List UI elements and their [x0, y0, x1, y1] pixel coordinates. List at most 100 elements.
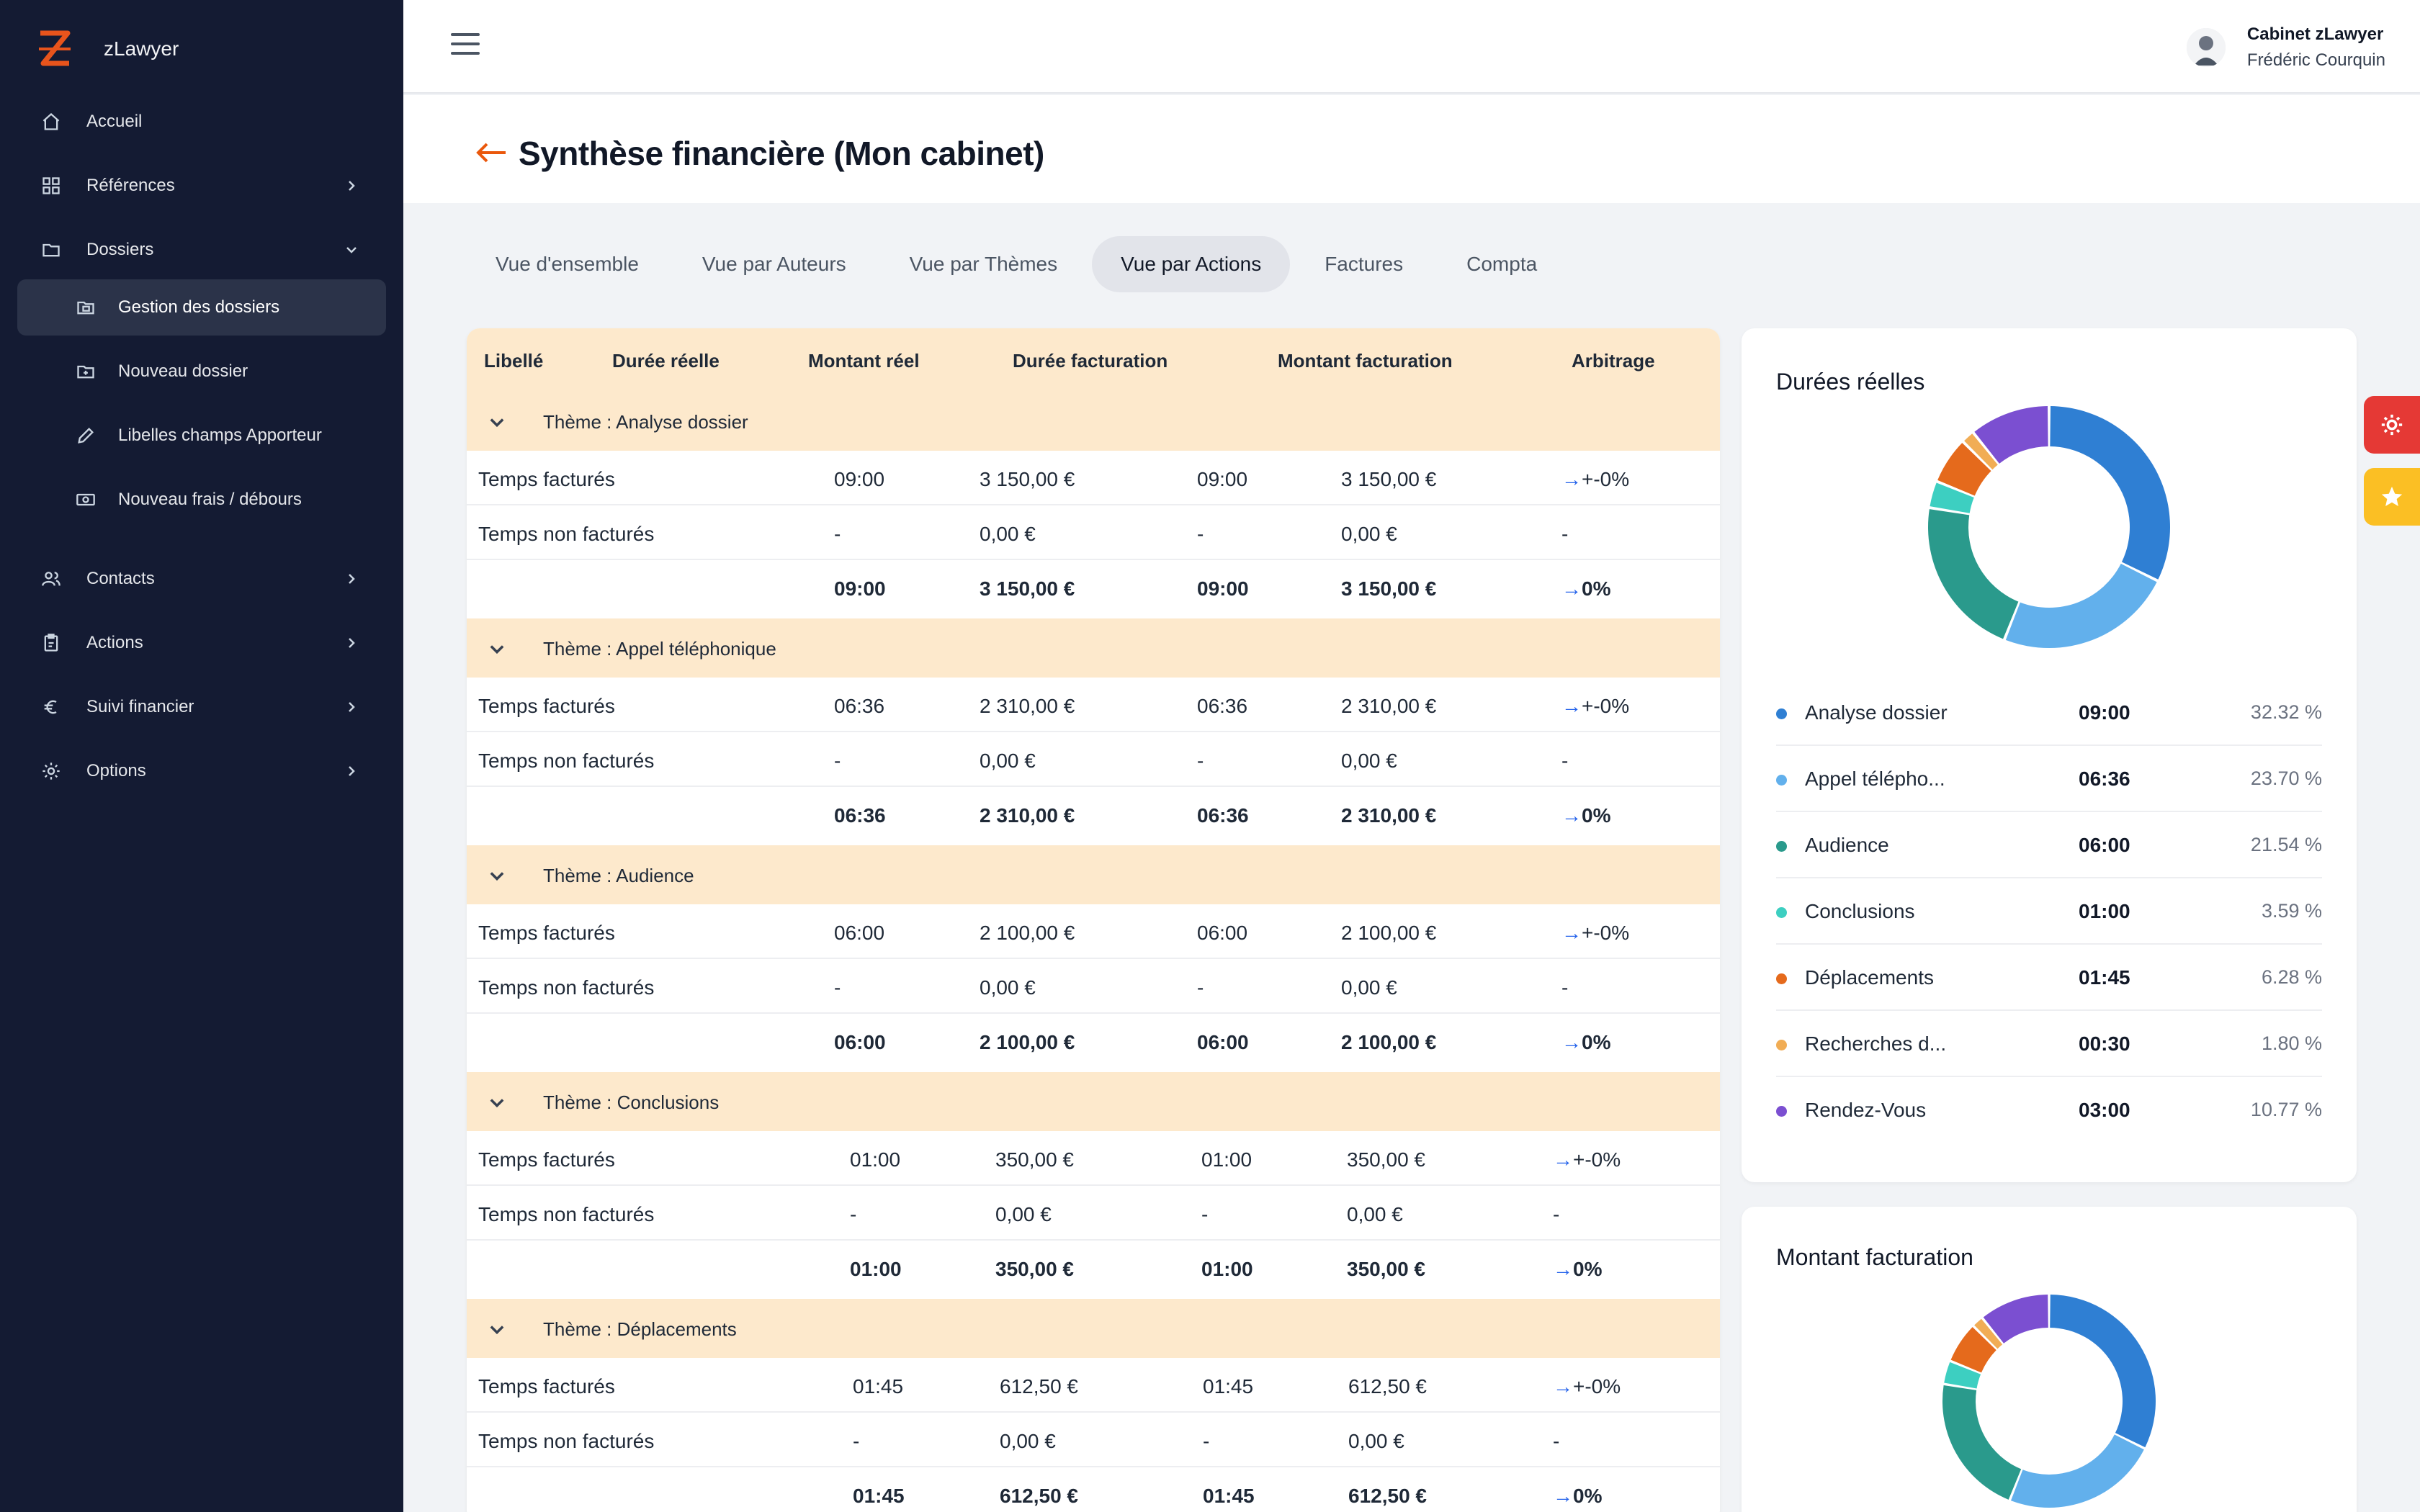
legend-duration: 01:45	[2079, 966, 2130, 989]
theme-title: Thème : Audience	[543, 865, 694, 886]
legend-row[interactable]: Conclusions 01:00 3.59 %	[1776, 878, 2322, 945]
sidebar-item-actions[interactable]: Actions	[17, 615, 386, 671]
donut-slice[interactable]	[1964, 433, 1998, 470]
table-cell: Temps facturés	[478, 468, 615, 490]
table-cell: -	[834, 750, 841, 772]
donut-slice[interactable]	[1950, 1327, 1996, 1373]
legend-row[interactable]: Appel télépho... 06:36 23.70 %	[1776, 746, 2322, 812]
menu-toggle-icon[interactable]	[451, 33, 480, 58]
table-cell: 01:00	[1201, 1148, 1252, 1171]
sidebar-item-references[interactable]: Références	[17, 158, 386, 214]
sidebar-item-contacts[interactable]: Contacts	[17, 551, 386, 607]
tab-5[interactable]: Compta	[1466, 253, 1538, 275]
legend-label: Audience	[1805, 834, 1889, 856]
total-cell: →0%	[1561, 804, 1611, 827]
column-header[interactable]: Durée facturation	[1013, 350, 1168, 372]
sidebar-item-label: Suivi financier	[86, 697, 194, 716]
donut-slice[interactable]	[1937, 443, 1991, 496]
column-header[interactable]: Montant réel	[808, 350, 920, 372]
legend-row[interactable]: Analyse dossier 09:00 32.32 %	[1776, 680, 2322, 746]
sidebar-item-gestion-des-dossiers[interactable]: Gestion des dossiers	[17, 279, 386, 336]
table-cell: -	[1197, 750, 1204, 772]
legend-dot	[1776, 708, 1787, 719]
star-icon	[2381, 486, 2403, 507]
legend-percentage: 3.59 %	[2261, 900, 2322, 922]
donut-slice[interactable]	[1983, 1295, 2048, 1344]
sidebar-item-options[interactable]: Options	[17, 743, 386, 799]
theme-group-header[interactable]: Thème : Déplacements	[467, 1299, 1720, 1358]
total-cell: 01:45	[1203, 1485, 1255, 1507]
legend-row[interactable]: Rendez-Vous 03:00 10.77 %	[1776, 1077, 2322, 1143]
table-cell: Temps non facturés	[478, 523, 655, 545]
donut-slice[interactable]	[1974, 406, 2048, 464]
legend-row[interactable]: Déplacements 01:45 6.28 %	[1776, 945, 2322, 1011]
durees-reelles-card: Durées réelles Analyse dossier 09:00 32.32…	[1742, 328, 2357, 1182]
theme-group-header[interactable]: Thème : Appel téléphonique	[467, 618, 1720, 678]
chevron-down-icon	[487, 412, 507, 432]
total-cell: →0%	[1553, 1258, 1603, 1280]
chevron-down-icon	[343, 241, 360, 258]
sidebar-item-dossiers[interactable]: Dossiers	[17, 222, 386, 278]
table-cell: -	[853, 1430, 860, 1452]
brand[interactable]: zLawyer	[36, 27, 179, 71]
tab-0[interactable]: Vue d'ensemble	[496, 253, 639, 275]
table-cell: →+-0%	[1561, 695, 1630, 717]
column-header[interactable]: Arbitrage	[1572, 350, 1655, 372]
column-header[interactable]: Libellé	[484, 350, 544, 372]
table-cell: -	[1197, 523, 1204, 545]
tab-3[interactable]: Vue par Actions	[1092, 236, 1291, 292]
sidebar-item-label: Options	[86, 761, 146, 780]
table-cell: 3 150,00 €	[980, 468, 1075, 490]
theme-group-header[interactable]: Thème : Audience	[467, 845, 1720, 904]
theme-group-header[interactable]: Thème : Analyse dossier	[467, 392, 1720, 451]
theme-group-header[interactable]: Thème : Conclusions	[467, 1072, 1720, 1131]
legend-percentage: 10.77 %	[2250, 1099, 2322, 1120]
table-cell: 0,00 €	[1000, 1430, 1056, 1452]
sidebar-item-nouveau-frais-debours[interactable]: Nouveau frais / débours	[17, 472, 386, 528]
legend-row[interactable]: Audience 06:00 21.54 %	[1776, 812, 2322, 878]
donut-slice[interactable]	[1944, 1362, 1981, 1389]
theme-title: Thème : Déplacements	[543, 1318, 737, 1340]
table-cell: 612,50 €	[1348, 1375, 1427, 1398]
folder-open-icon	[75, 297, 97, 318]
favorite-float-button[interactable]	[2364, 468, 2420, 526]
tab-1[interactable]: Vue par Auteurs	[702, 253, 846, 275]
tab-2[interactable]: Vue par Thèmes	[909, 253, 1058, 275]
table-cell: 0,00 €	[1348, 1430, 1404, 1452]
table-cell: Temps facturés	[478, 1148, 615, 1171]
donut-slice[interactable]	[1974, 1318, 2003, 1349]
table-cell: 09:00	[1197, 468, 1248, 490]
donut-slice[interactable]	[1930, 482, 1974, 513]
sidebar-item-label: Gestion des dossiers	[118, 297, 280, 317]
user-menu[interactable]: Cabinet zLawyer Frédéric Courquin	[2186, 22, 2385, 73]
sidebar-item-label: Références	[86, 176, 175, 195]
column-header[interactable]: Durée réelle	[612, 350, 720, 372]
legend-row[interactable]: Recherches d... 00:30 1.80 %	[1776, 1011, 2322, 1077]
tab-4[interactable]: Factures	[1325, 253, 1404, 275]
home-icon	[40, 111, 62, 132]
table-cell: 0,00 €	[980, 523, 1036, 545]
donut-slice[interactable]	[2005, 563, 2157, 648]
chevron-right-icon	[343, 634, 360, 652]
back-arrow-icon[interactable]	[475, 141, 507, 164]
donut-slice[interactable]	[2050, 1295, 2156, 1448]
total-cell: 612,50 €	[1348, 1485, 1427, 1507]
donut-slice[interactable]	[1928, 509, 2019, 639]
donut-slice[interactable]	[1942, 1385, 2022, 1500]
sidebar-item-nouveau-dossier[interactable]: Nouveau dossier	[17, 343, 386, 400]
chevron-right-icon	[343, 698, 360, 716]
settings-float-button[interactable]	[2364, 396, 2420, 454]
sidebar-item-suivi-financier[interactable]: Suivi financier	[17, 679, 386, 735]
legend-label: Déplacements	[1805, 966, 1934, 989]
sidebar-item-libelles-champs-apporteur[interactable]: Libelles champs Apporteur	[17, 408, 386, 464]
table-cell: 0,00 €	[995, 1203, 1052, 1225]
donut-slice[interactable]	[2010, 1434, 2144, 1508]
column-header[interactable]: Montant facturation	[1278, 350, 1453, 372]
table-cell: Temps facturés	[478, 922, 615, 944]
total-cell: 350,00 €	[995, 1258, 1074, 1280]
total-cell: 2 100,00 €	[980, 1031, 1075, 1053]
donut-slice[interactable]	[2050, 406, 2170, 580]
sidebar-item-accueil[interactable]: Accueil	[17, 94, 386, 150]
actions-table: Libellé Durée réelle Montant réel Durée fac…	[467, 328, 1720, 1512]
table-cell: 01:45	[853, 1375, 904, 1398]
